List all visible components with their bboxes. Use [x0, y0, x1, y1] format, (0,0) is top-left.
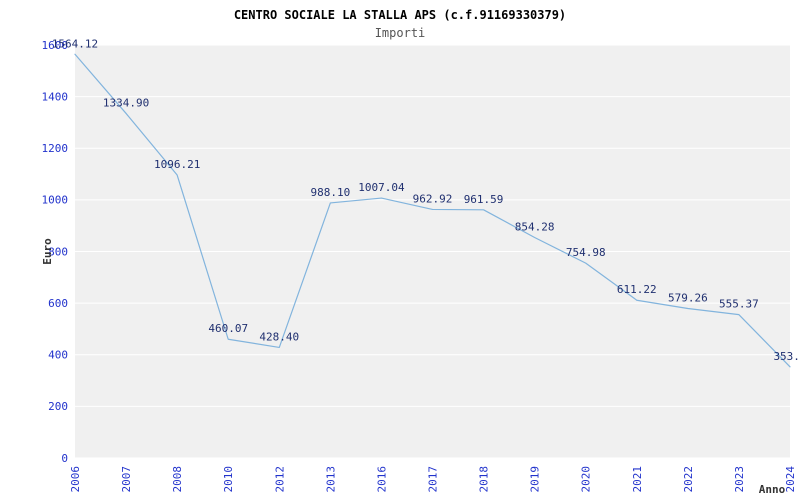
y-tick-label: 1200 — [42, 142, 69, 155]
y-tick-label: 1000 — [42, 194, 69, 207]
x-tick-label: 2018 — [478, 466, 491, 493]
chart-title: CENTRO SOCIALE LA STALLA APS (c.f.911693… — [233, 8, 567, 22]
y-tick-label: 1400 — [42, 90, 69, 103]
point-value-label: 962.92 — [413, 192, 453, 205]
point-value-label: 1564.12 — [52, 37, 98, 50]
point-value-label: 1096.21 — [154, 158, 200, 171]
point-value-label: 988.10 — [310, 186, 350, 199]
y-tick-label: 200 — [48, 400, 68, 413]
point-value-label: 1007.04 — [358, 181, 405, 194]
point-value-label: 579.26 — [668, 291, 708, 304]
x-tick-label: 2022 — [682, 466, 695, 493]
y-tick-label: 800 — [48, 245, 68, 258]
x-tick-label: 2017 — [427, 466, 440, 493]
data-line — [74, 53, 791, 368]
point-value-label: 1334.90 — [103, 96, 149, 109]
x-tick-label: 2007 — [120, 466, 133, 493]
x-axis-label: Anno — [759, 483, 786, 496]
x-tick-label: 2016 — [375, 466, 388, 493]
y-tick-label: 400 — [48, 349, 68, 362]
x-tick-label: 2023 — [733, 466, 746, 493]
x-tick-label: 2024 — [784, 466, 797, 493]
point-value-label: 961.59 — [464, 193, 504, 206]
point-value-label: 353.3 — [773, 350, 800, 363]
point-value-label: 460.07 — [208, 322, 248, 335]
point-value-label: 428.40 — [259, 330, 299, 343]
x-tick-label: 2008 — [171, 466, 184, 493]
x-tick-label: 2013 — [324, 466, 337, 493]
y-tick-label: 0 — [61, 452, 68, 465]
x-tick-label: 2019 — [529, 466, 542, 493]
point-value-label: 555.37 — [719, 298, 759, 311]
x-tick-label: 2012 — [273, 466, 286, 493]
x-tick-label: 2010 — [222, 466, 235, 493]
point-value-label: 611.22 — [617, 283, 657, 296]
x-tick-label: 2020 — [580, 466, 593, 493]
chart-subtitle: Importi — [374, 26, 426, 40]
y-axis-label: Euro — [41, 238, 54, 265]
y-tick-label: 600 — [48, 297, 68, 310]
x-tick-label: 2021 — [631, 466, 644, 493]
y-tick-label: 1600 — [42, 39, 69, 52]
point-value-label: 854.28 — [515, 220, 555, 233]
x-tick-label: 2006 — [69, 466, 82, 493]
point-value-label: 754.98 — [566, 246, 606, 259]
